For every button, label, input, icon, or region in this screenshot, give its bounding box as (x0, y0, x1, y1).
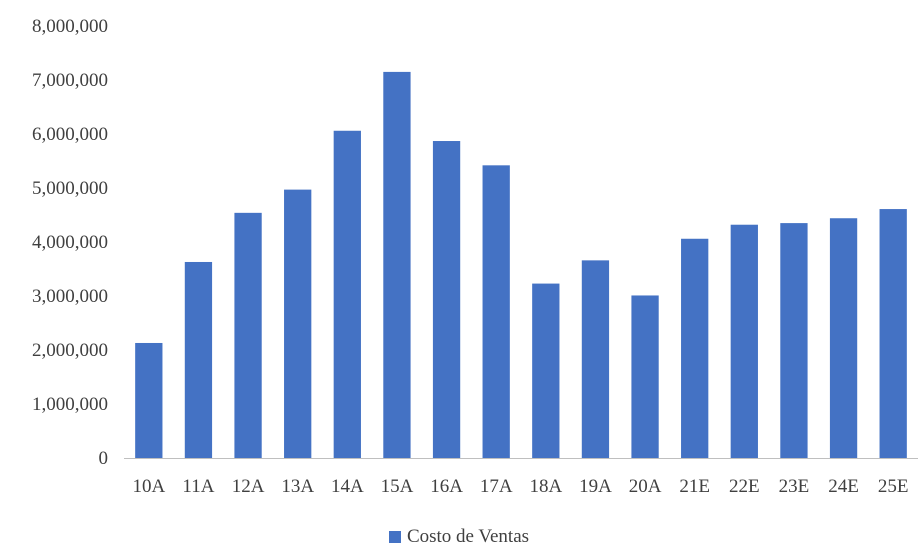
x-tick-label: 24E (828, 476, 859, 497)
bar-25E (879, 209, 907, 458)
x-tick-label: 13A (281, 476, 314, 497)
y-tick-label: 2,000,000 (32, 340, 108, 361)
x-tick-label: 10A (132, 476, 165, 497)
x-tick-label: 20A (629, 476, 662, 497)
legend-swatch (388, 531, 401, 543)
x-tick-label: 16A (430, 476, 463, 497)
bar-10A (135, 342, 163, 458)
bar-17A (482, 165, 510, 458)
x-tick-label: 19A (579, 476, 612, 497)
y-tick-label: 7,000,000 (32, 70, 108, 91)
bar-11A (184, 261, 213, 458)
bar-16A (432, 141, 461, 458)
x-tick-label: 25E (878, 476, 909, 497)
x-tick-label: 17A (480, 476, 513, 497)
x-tick-label: 12A (232, 476, 265, 497)
x-tick-label: 11A (182, 476, 214, 497)
bar-18A (532, 283, 560, 458)
x-tick-label: 23E (779, 476, 810, 497)
x-tick-label: 22E (729, 476, 760, 497)
bar-22E (730, 224, 758, 458)
bar-15A (383, 71, 411, 459)
bar-21E (681, 238, 709, 458)
bar-14A (333, 130, 361, 458)
bar-13A (284, 189, 312, 458)
y-tick-label: 6,000,000 (32, 124, 108, 145)
y-tick-label: 1,000,000 (32, 394, 108, 415)
y-tick-label: 0 (99, 448, 109, 469)
y-tick-label: 5,000,000 (32, 178, 108, 199)
bar-12A (234, 212, 262, 458)
y-tick-label: 4,000,000 (32, 232, 108, 253)
legend: Costo de Ventas (0, 526, 918, 548)
y-tick-label: 8,000,000 (32, 16, 108, 37)
bar-20A (631, 295, 659, 458)
y-tick-label: 3,000,000 (32, 286, 108, 307)
bar-23E (780, 223, 808, 458)
legend-label: Costo de Ventas (406, 526, 530, 547)
x-tick-label: 18A (529, 476, 562, 497)
x-tick-label: 21E (679, 476, 710, 497)
bar-24E (829, 218, 858, 458)
x-tick-label: 15A (381, 476, 414, 497)
bar-19A (581, 260, 610, 458)
x-tick-label: 14A (331, 476, 364, 497)
